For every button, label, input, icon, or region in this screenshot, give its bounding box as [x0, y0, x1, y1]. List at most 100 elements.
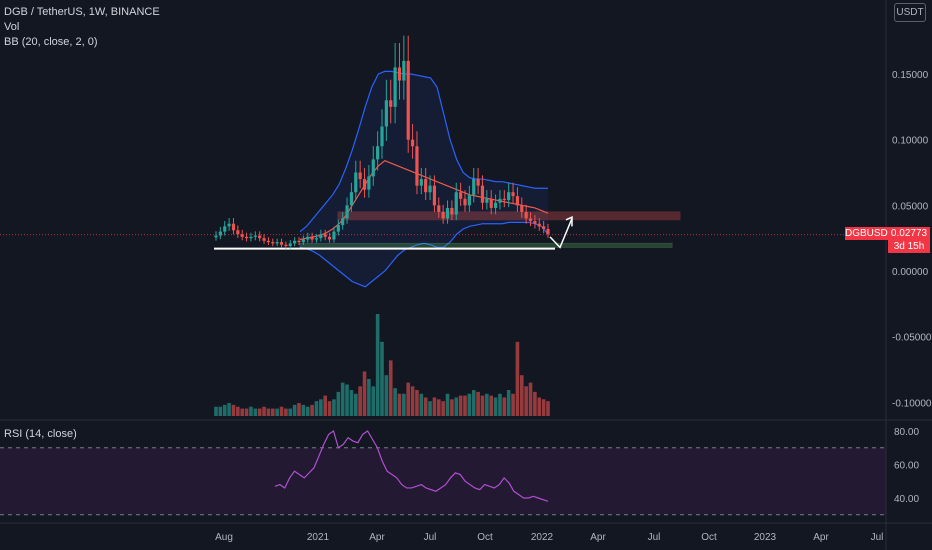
- bollinger-legend: BB (20, close, 2, 0): [4, 36, 98, 48]
- volume-bar: [236, 406, 240, 416]
- currency-button[interactable]: USDT: [894, 3, 926, 22]
- candle-body: [323, 234, 327, 237]
- resistance-zone: [337, 211, 681, 221]
- volume-legend: Vol: [4, 21, 20, 33]
- candle-body: [507, 192, 511, 201]
- candle-body: [542, 226, 546, 229]
- candle-body: [279, 242, 284, 245]
- volume-bar: [423, 397, 428, 416]
- candle-body: [310, 236, 314, 240]
- candle-body: [459, 192, 463, 199]
- candle-body: [454, 192, 458, 215]
- volume-bar: [450, 399, 454, 416]
- price-axis-label: 0.00000: [892, 267, 929, 278]
- volume-bar: [222, 404, 227, 416]
- candle-body: [371, 159, 375, 177]
- volume-bar: [349, 390, 354, 416]
- bollinger-band-fill: [300, 71, 548, 287]
- volume-bar: [498, 393, 502, 416]
- candle-body: [524, 211, 528, 219]
- candle-body: [297, 240, 301, 243]
- candle-body: [489, 198, 493, 208]
- candle-body: [428, 185, 432, 193]
- volume-bar: [249, 406, 253, 416]
- volume-bar: [458, 395, 463, 416]
- candle-body: [271, 242, 275, 244]
- volume-bar: [375, 314, 380, 416]
- time-axis-label: Apr: [369, 532, 385, 543]
- candle-body: [476, 179, 480, 186]
- candle-body: [275, 242, 279, 244]
- candle-body: [410, 139, 415, 147]
- candle-body: [393, 67, 397, 107]
- candle-body: [288, 243, 292, 247]
- candle-body: [332, 231, 336, 240]
- time-axis-label: Jul: [648, 532, 661, 543]
- volume-bar: [541, 399, 546, 416]
- volume-bar: [266, 408, 271, 416]
- chart-legend: DGB / TetherUS, 1W, BINANCE Vol BB (20, …: [4, 5, 160, 50]
- candle-body: [227, 223, 231, 227]
- volume-bar: [489, 395, 494, 416]
- candle-body: [214, 235, 218, 238]
- candle-body: [306, 236, 310, 240]
- candle-body: [380, 126, 384, 147]
- candle-body: [537, 223, 541, 227]
- volume-bar: [231, 404, 236, 416]
- time-axis-label: Aug: [215, 532, 233, 543]
- rsi-axis-label: 80.00: [894, 427, 919, 438]
- volume-bar: [327, 401, 332, 416]
- volume-bar: [332, 399, 336, 416]
- time-axis-label: Jul: [424, 532, 437, 543]
- time-axis-label: Apr: [590, 532, 606, 543]
- candle-body: [218, 231, 222, 236]
- projection-arrowhead: [565, 216, 573, 227]
- volume-bar: [279, 406, 284, 416]
- volume-bar: [415, 390, 419, 416]
- candle-body: [515, 196, 520, 206]
- volume-bar: [362, 371, 367, 416]
- volume-bar: [467, 393, 472, 416]
- candle-body: [244, 236, 249, 239]
- volume-bar: [319, 399, 323, 416]
- time-axis-label: 2022: [531, 532, 554, 543]
- candle-body: [415, 146, 419, 186]
- volume-bar: [546, 401, 550, 416]
- rsi-axis-label: 60.00: [894, 461, 919, 472]
- candle-body: [354, 172, 358, 193]
- volume-bar: [314, 401, 319, 416]
- candle-body: [384, 100, 388, 127]
- volume-bar: [454, 397, 459, 416]
- candle-body: [319, 234, 323, 239]
- candle-body: [498, 198, 502, 203]
- candle-body: [314, 238, 319, 240]
- candle-body: [223, 226, 227, 232]
- volume-bar: [353, 393, 358, 416]
- candle-body: [284, 244, 288, 247]
- symbol-title: DGB / TetherUS, 1W, BINANCE: [4, 6, 160, 18]
- candle-body: [419, 179, 423, 186]
- volume-bar: [524, 386, 528, 416]
- candle-body: [424, 179, 428, 193]
- candle-body: [327, 236, 332, 240]
- time-axis-label: Oct: [477, 532, 493, 543]
- volume-bar: [388, 360, 393, 416]
- candle-body: [502, 198, 506, 201]
- volume-bar: [393, 388, 397, 416]
- volume-bar: [288, 408, 293, 416]
- rsi-band: [0, 447, 886, 515]
- volume-bar: [275, 408, 279, 416]
- candle-body: [467, 194, 471, 206]
- volume-bar: [340, 382, 345, 416]
- volume-bar: [284, 408, 288, 416]
- candle-body: [376, 146, 380, 160]
- candle-body: [493, 202, 498, 208]
- volume-bar: [323, 395, 328, 416]
- candle-body: [463, 198, 467, 206]
- volume-bar: [292, 404, 297, 416]
- candle-body: [253, 235, 257, 237]
- time-axis-label: Oct: [701, 532, 717, 543]
- volume-bar: [463, 395, 467, 416]
- candle-body: [402, 60, 406, 81]
